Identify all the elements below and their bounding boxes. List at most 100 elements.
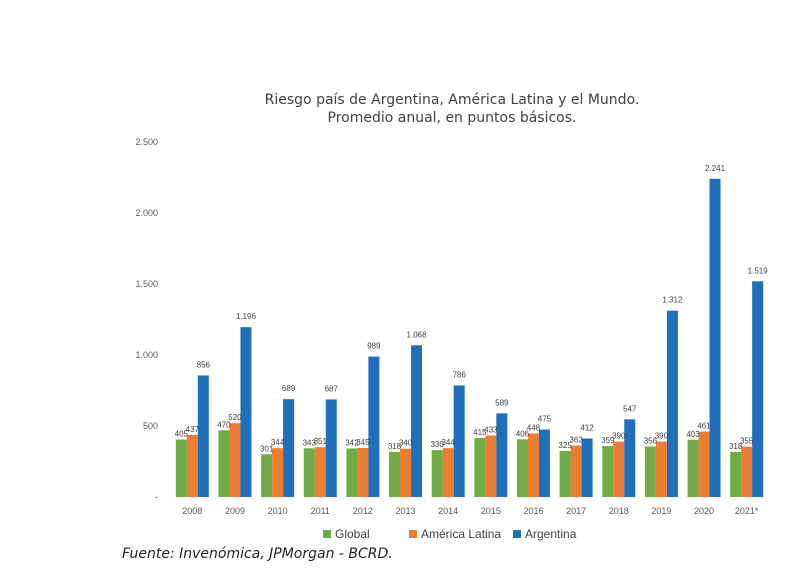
y-tick-label: - [155,492,158,502]
data-label: 355 [740,437,754,446]
data-label: 687 [325,384,339,393]
bar-global [602,446,614,497]
bar-global [730,451,742,497]
bar-américa-latina [570,445,582,497]
data-label: 415 [473,428,487,437]
data-label: 405 [175,429,189,438]
bar-argentina [624,419,636,497]
legend-swatch [513,530,521,538]
y-tick-label: 2.000 [135,208,158,218]
x-tick-label: 2019 [651,506,671,516]
x-tick-label: 2018 [609,506,629,516]
data-label: 786 [452,370,466,379]
bar-global [389,451,401,497]
x-tick-label: 2011 [311,506,330,516]
bar-global [431,450,443,497]
bar-global [474,438,486,497]
data-label: 356 [644,436,658,445]
x-tick-label: 2009 [225,506,245,516]
bar-argentina [496,413,508,497]
bar-argentina [197,375,209,497]
bar-américa-latina [272,448,284,497]
bar-argentina [283,399,295,497]
data-label: 362 [569,436,583,445]
x-tick-label: 2014 [438,506,458,516]
bar-argentina [368,356,380,497]
legend-label: Global [335,527,370,541]
data-label: 342 [345,438,359,447]
legend-swatch [409,530,417,538]
data-label: 437 [186,425,200,434]
data-label: 2.241 [705,164,726,173]
data-label: 340 [399,439,413,448]
data-label: 1.312 [662,296,683,305]
data-label: 856 [197,360,211,369]
data-label: 403 [686,430,700,439]
data-label: 390 [612,432,626,441]
chart-title-line-1: Riesgo país de Argentina, América Latina… [265,92,640,108]
y-tick-label: 2.500 [135,137,158,147]
y-axis: - 500 1.000 1.500 2.000 2.500 [135,137,158,502]
data-label: 359 [601,436,615,445]
bar-argentina [538,429,550,497]
data-label: 1.068 [407,330,428,339]
x-tick-label: 2021* [735,506,759,516]
data-label: 330 [430,440,444,449]
data-label: 1.519 [748,266,769,275]
data-label: 520 [228,413,242,422]
bar-américa-latina [655,441,667,497]
bar-argentina [709,178,721,497]
x-tick-label: 2010 [268,506,288,516]
bar-américa-latina [442,448,454,497]
data-label: 345 [356,438,370,447]
bar-américa-latina [357,448,369,497]
bar-argentina [325,399,337,497]
bar-global [644,446,656,497]
data-label: 344 [441,438,455,447]
bar-argentina [581,438,593,497]
data-label: 325 [558,441,572,450]
data-label: 475 [538,415,552,424]
x-tick-label: 2016 [523,506,543,516]
data-label: 689 [282,384,296,393]
bar-global [261,454,273,497]
data-label: 318 [729,442,743,451]
bar-américa-latina [186,434,198,497]
data-labels-group: 405 470 301 343 342 318 330 415 406 325 359 356 403 3… [175,164,769,453]
x-tick-label: 2017 [566,506,586,516]
x-tick-label: 2013 [396,506,416,516]
data-label: 470 [217,420,231,429]
data-label: 344 [271,438,285,447]
bar-américa-latina [698,431,710,497]
bar-global [687,439,699,497]
data-label: 318 [388,442,402,451]
bar-global [516,439,528,497]
bar-global [559,450,571,497]
legend-label: Argentina [525,527,577,541]
legend-swatch [323,530,331,538]
data-label: 1.196 [236,312,257,321]
bar-américa-latina [741,446,753,497]
bar-argentina [240,327,252,497]
x-axis: 2008 2009 2010 2011 2012 2013 2014 2015 2016 2017… [182,506,759,516]
data-label: 589 [495,398,509,407]
x-tick-label: 2020 [694,506,714,516]
data-label: 433 [484,426,498,435]
bar-global [218,430,230,497]
x-tick-label: 2008 [182,506,202,516]
x-tick-label: 2015 [481,506,501,516]
data-label: 461 [697,422,711,431]
chart-title: Riesgo país de Argentina, América Latina… [265,92,640,126]
bar-américa-latina [400,448,412,497]
bar-américa-latina [613,441,625,497]
data-label: 390 [655,432,669,441]
bar-global [175,439,187,497]
legend-label: América Latina [421,527,501,541]
bar-américa-latina [527,433,539,497]
y-tick-label: 1.000 [135,350,158,360]
bar-argentina [666,310,678,497]
x-tick-label: 2012 [353,506,373,516]
bar-series-group [175,178,764,497]
data-label: 412 [580,423,594,432]
y-tick-label: 1.500 [135,279,158,289]
